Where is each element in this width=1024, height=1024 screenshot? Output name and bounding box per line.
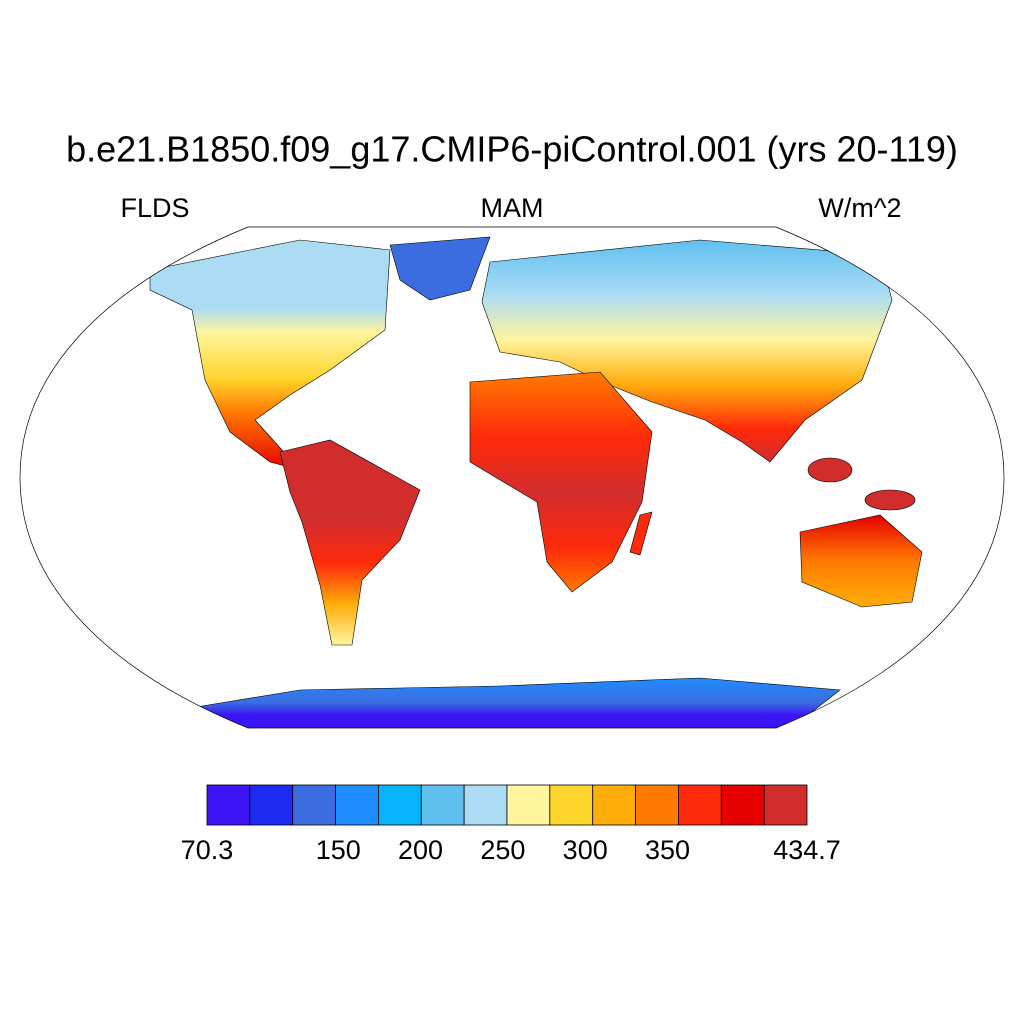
antarctica — [189, 677, 841, 728]
colorbar: 70.3 150 200 250 300 350 434.7 — [181, 784, 841, 865]
colorbar-box — [206, 784, 251, 826]
colorbar-box — [249, 784, 294, 826]
new-guinea — [864, 489, 916, 511]
colorbar-tick-label: 300 — [563, 835, 608, 865]
colorbar-tick-label: 70.3 — [181, 835, 234, 865]
colorbar-box — [463, 784, 508, 826]
colorbar-tick-label: 434.7 — [773, 835, 841, 865]
colorbar-box — [549, 784, 594, 826]
australia — [799, 514, 923, 608]
colorbar-box — [506, 784, 551, 826]
colorbar-box — [292, 784, 336, 826]
indonesia — [807, 457, 853, 483]
colorbar-box — [420, 784, 465, 826]
south-america — [279, 439, 421, 646]
colorbar-box — [592, 784, 636, 826]
colorbar-tick-label: 200 — [398, 835, 443, 865]
map — [149, 236, 923, 728]
colorbar-tick-label: 250 — [480, 835, 525, 865]
africa — [469, 371, 653, 593]
colorbar-tick-label: 350 — [645, 835, 690, 865]
title: b.e21.B1850.f09_g17.CMIP6-piControl.001 … — [66, 129, 958, 170]
colorbar-tick-label: 150 — [316, 835, 361, 865]
colorbar-box — [720, 784, 765, 826]
colorbar-box — [763, 784, 808, 826]
left-string: FLDS — [120, 193, 189, 223]
greenland — [389, 236, 491, 301]
center-string: MAM — [481, 193, 544, 223]
north-america — [149, 239, 391, 471]
colorbar-box — [335, 784, 379, 826]
right-string: W/m^2 — [818, 193, 901, 223]
map-outline — [19, 226, 1005, 729]
madagascar — [629, 511, 653, 556]
colorbar-box — [635, 784, 679, 826]
colorbar-box — [678, 784, 722, 826]
colorbar-box — [378, 784, 422, 826]
